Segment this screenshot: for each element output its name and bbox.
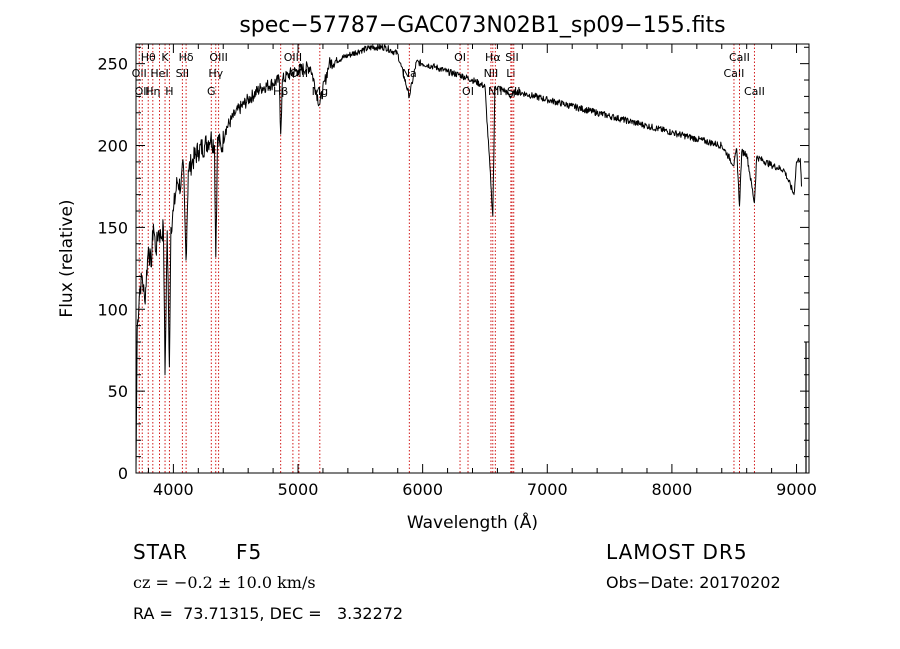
- line-marker-label: Li: [506, 67, 515, 80]
- line-marker-label: Hβ: [273, 85, 288, 98]
- line-marker-label: G: [207, 85, 216, 98]
- line-marker-label: NII: [484, 67, 499, 80]
- obs-date: Obs−Date: 20170202: [606, 573, 781, 592]
- coordinates: RA = 73.71315, DEC = 3.32272: [133, 604, 404, 623]
- chart-title: spec−57787−GAC073N02B1_sp09−155.fits: [239, 13, 725, 38]
- survey-label: LAMOST DR5: [606, 540, 748, 564]
- x-tick-label: 9000: [776, 480, 817, 499]
- line-marker-label: Hθ: [141, 51, 156, 64]
- line-marker-label: OIII: [284, 51, 302, 64]
- line-marker-label: CaII: [724, 67, 745, 80]
- y-tick-label: 150: [97, 218, 128, 237]
- y-tick-label: 50: [108, 382, 128, 401]
- x-axis-label: Wavelength (Å): [407, 511, 538, 533]
- line-marker-label: K: [161, 51, 169, 64]
- line-marker-label: SII: [505, 51, 518, 64]
- line-marker-label: Hγ: [208, 67, 223, 80]
- line-marker-label: SII: [176, 67, 189, 80]
- y-tick-label: 200: [97, 137, 128, 156]
- line-marker-label: CaII: [729, 51, 750, 64]
- line-marker-label: OI: [454, 51, 466, 64]
- line-marker-label: Mg: [312, 85, 328, 98]
- spectrum-line: [135, 43, 802, 474]
- x-tick-label: 6000: [402, 480, 443, 499]
- x-tick-label: 5000: [278, 480, 319, 499]
- line-marker-label: HeI: [150, 67, 168, 80]
- x-tick-label: 4000: [153, 480, 194, 499]
- line-marker-label: Hδ: [179, 51, 194, 64]
- y-tick-label: 250: [97, 55, 128, 74]
- line-marker-label: OII: [132, 67, 147, 80]
- line-marker-label: CaII: [744, 85, 765, 98]
- line-marker-label: Hη: [145, 85, 160, 98]
- y-tick-label: 100: [97, 300, 128, 319]
- line-marker-label: H: [165, 85, 173, 98]
- line-marker-label: Hα: [485, 51, 501, 64]
- y-tick-label: 0: [118, 464, 128, 483]
- line-marker-label: OII: [135, 85, 150, 98]
- line-marker-label: OI: [462, 85, 474, 98]
- y-axis-label: Flux (relative): [57, 199, 77, 317]
- x-tick-label: 8000: [652, 480, 693, 499]
- redshift-text: cz = −0.2 ± 10.0 km/s: [133, 573, 316, 592]
- object-subclass: F5: [236, 540, 263, 564]
- line-marker-label: OIII: [209, 51, 227, 64]
- object-class: STAR: [133, 540, 188, 564]
- x-tick-label: 7000: [527, 480, 568, 499]
